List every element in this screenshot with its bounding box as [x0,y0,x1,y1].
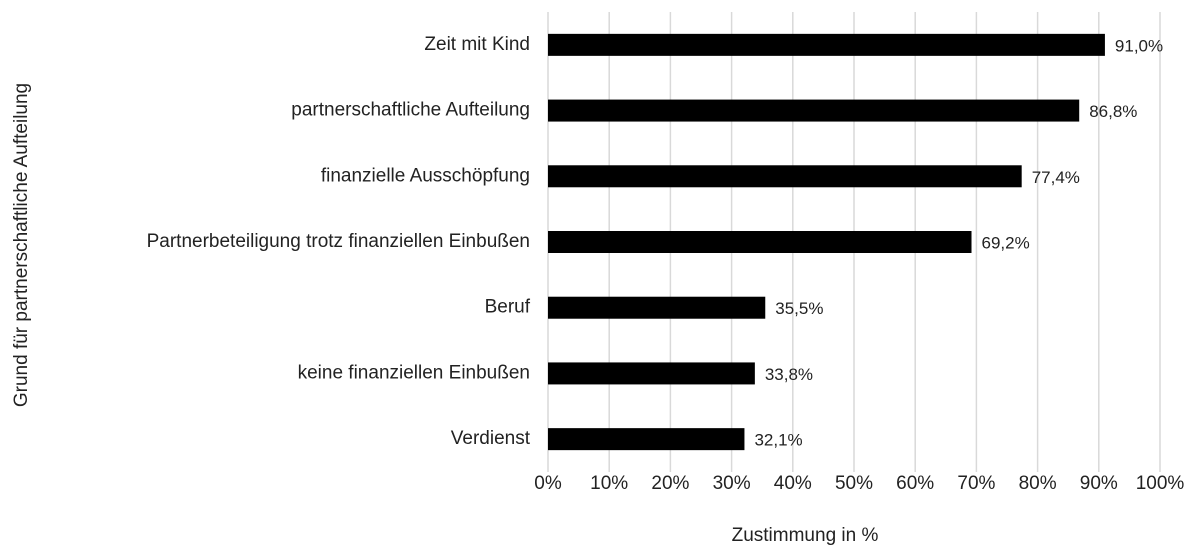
y-tick-label: keine finanziellen Einbußen [298,362,530,383]
value-label: 35,5% [775,299,823,318]
x-tick-label: 10% [590,473,628,494]
bar [548,428,745,451]
x-tick-label: 60% [896,473,934,494]
y-tick-label: Beruf [485,297,531,318]
x-tick-label: 100% [1136,473,1185,494]
value-label: 86,8% [1089,102,1137,121]
y-tick-label: partnerschaftliche Aufteilung [291,100,530,121]
value-label: 33,8% [765,365,813,384]
y-axis-label: Grund für partnerschaftliche Aufteilung [11,83,32,407]
value-label: 91,0% [1115,36,1163,55]
value-label: 32,1% [754,431,802,450]
bar [548,165,1022,188]
value-label: 69,2% [982,233,1030,252]
bar [548,99,1080,122]
bar [548,231,972,253]
bar [548,296,766,319]
x-tick-label: 80% [1019,473,1057,494]
x-tick-label: 30% [713,473,751,494]
x-tick-label: 0% [534,473,562,494]
bar [548,362,755,385]
bar [548,33,1105,56]
x-axis-label: Zustimmung in % [732,525,879,546]
x-tick-label: 70% [957,473,995,494]
x-tick-label: 50% [835,473,873,494]
x-tick-label: 20% [651,473,689,494]
x-tick-label: 40% [774,473,812,494]
x-tick-label: 90% [1080,473,1118,494]
y-tick-label: Zeit mit Kind [424,34,530,55]
y-tick-label: Verdienst [451,428,531,449]
y-tick-label: Partnerbeteiligung trotz finanziellen Ei… [147,231,530,252]
y-tick-label: finanzielle Ausschöpfung [321,165,530,186]
value-label: 77,4% [1032,168,1080,187]
